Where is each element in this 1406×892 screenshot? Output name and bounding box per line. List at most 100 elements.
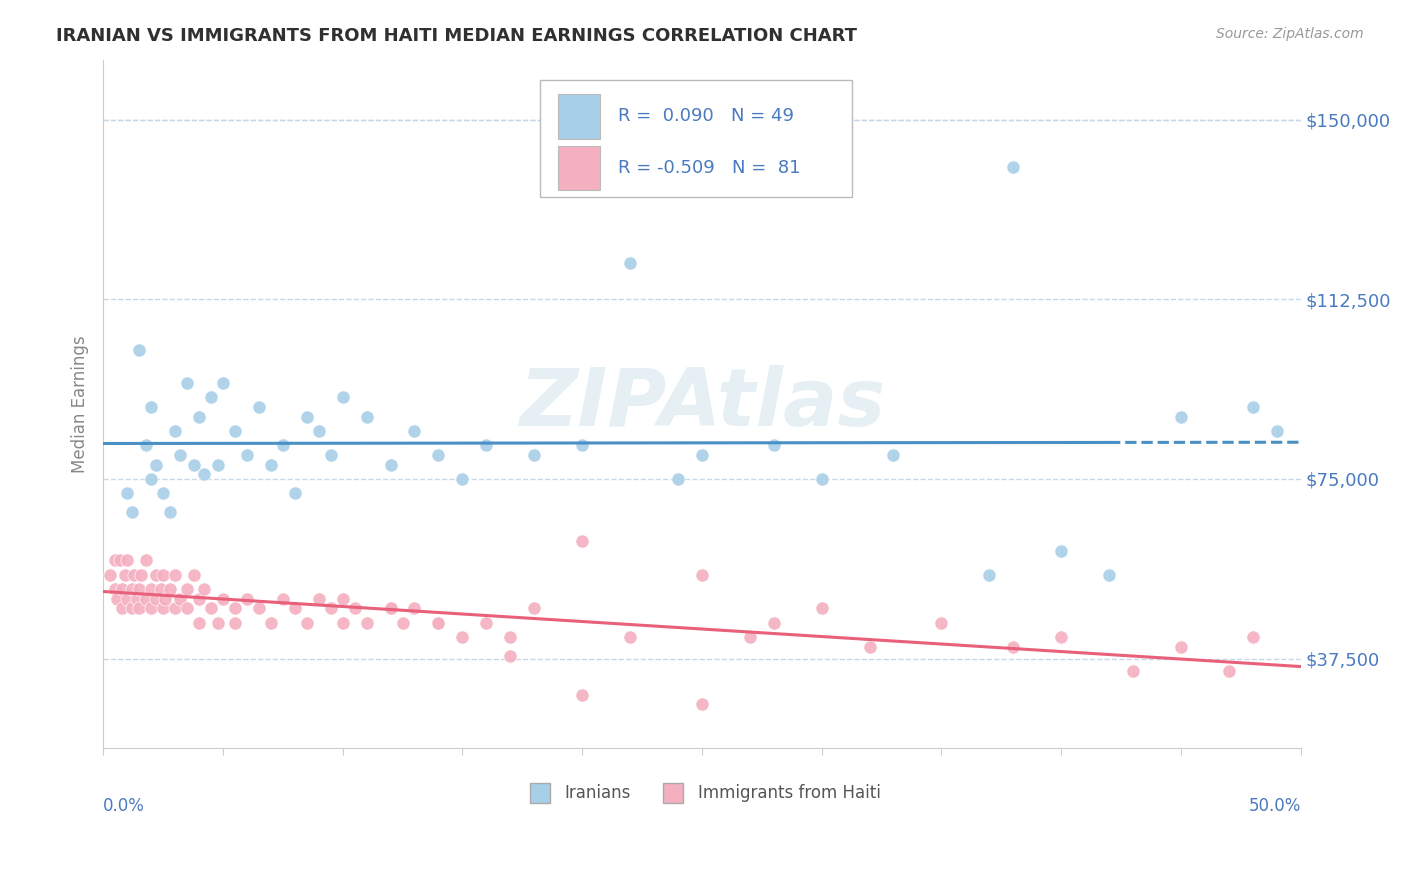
Point	[404, 424, 426, 438]
Point	[762, 438, 785, 452]
Point	[427, 448, 450, 462]
Point	[187, 591, 209, 606]
Point	[475, 615, 498, 630]
Point	[571, 688, 593, 702]
Point	[1050, 543, 1073, 558]
Point	[121, 601, 143, 615]
Point	[236, 448, 259, 462]
Point	[260, 458, 283, 472]
Point	[332, 391, 354, 405]
Point	[343, 601, 366, 615]
Point	[451, 630, 474, 644]
Point	[169, 448, 191, 462]
Point	[107, 591, 129, 606]
Point	[619, 630, 641, 644]
Point	[224, 424, 246, 438]
Point	[152, 486, 174, 500]
Point	[1098, 567, 1121, 582]
Point	[114, 567, 136, 582]
Point	[169, 591, 191, 606]
Text: R =  0.090   N = 49: R = 0.090 N = 49	[619, 107, 794, 125]
Point	[332, 591, 354, 606]
Point	[380, 601, 402, 615]
Point	[404, 601, 426, 615]
Point	[1050, 630, 1073, 644]
Point	[200, 601, 222, 615]
Point	[200, 391, 222, 405]
Text: Source: ZipAtlas.com: Source: ZipAtlas.com	[1216, 27, 1364, 41]
Point	[619, 256, 641, 270]
Point	[475, 438, 498, 452]
Point	[145, 458, 167, 472]
Point	[139, 582, 162, 596]
Point	[571, 534, 593, 549]
Point	[690, 448, 713, 462]
Point	[159, 506, 181, 520]
Point	[356, 409, 378, 424]
Point	[152, 601, 174, 615]
Point	[176, 376, 198, 390]
Point	[1241, 630, 1264, 644]
Point	[499, 649, 522, 664]
Point	[356, 615, 378, 630]
Legend: Iranians, Immigrants from Haiti: Iranians, Immigrants from Haiti	[516, 778, 887, 809]
Point	[332, 615, 354, 630]
Point	[380, 458, 402, 472]
Point	[104, 553, 127, 567]
Point	[135, 438, 157, 452]
Point	[163, 567, 186, 582]
Point	[882, 448, 904, 462]
Point	[319, 601, 342, 615]
Point	[139, 472, 162, 486]
Y-axis label: Median Earnings: Median Earnings	[72, 335, 89, 473]
Point	[391, 615, 413, 630]
Point	[207, 458, 229, 472]
Point	[121, 582, 143, 596]
Point	[207, 615, 229, 630]
Point	[810, 601, 832, 615]
Point	[187, 409, 209, 424]
Point	[308, 424, 330, 438]
Point	[128, 582, 150, 596]
Point	[193, 582, 215, 596]
Point	[212, 376, 235, 390]
Point	[163, 601, 186, 615]
Point	[183, 567, 205, 582]
Text: 50.0%: 50.0%	[1249, 797, 1301, 814]
Point	[858, 640, 880, 654]
Point	[236, 591, 259, 606]
Point	[131, 567, 153, 582]
Point	[295, 409, 318, 424]
Point	[247, 400, 270, 414]
Point	[159, 582, 181, 596]
Point	[108, 553, 131, 567]
Point	[1218, 664, 1240, 678]
Point	[260, 615, 283, 630]
Point	[931, 615, 953, 630]
Text: IRANIAN VS IMMIGRANTS FROM HAITI MEDIAN EARNINGS CORRELATION CHART: IRANIAN VS IMMIGRANTS FROM HAITI MEDIAN …	[56, 27, 858, 45]
Point	[1122, 664, 1144, 678]
Point	[135, 553, 157, 567]
Point	[295, 615, 318, 630]
Point	[176, 601, 198, 615]
Point	[523, 448, 546, 462]
Point	[111, 601, 134, 615]
Point	[135, 591, 157, 606]
Point	[690, 567, 713, 582]
Point	[427, 615, 450, 630]
Point	[128, 343, 150, 357]
Point	[247, 601, 270, 615]
Point	[284, 486, 307, 500]
Point	[979, 567, 1001, 582]
Point	[666, 472, 689, 486]
Point	[380, 601, 402, 615]
Point	[319, 448, 342, 462]
Point	[499, 630, 522, 644]
Point	[193, 467, 215, 482]
Point	[152, 567, 174, 582]
Point	[155, 591, 177, 606]
Point	[1002, 640, 1025, 654]
Point	[187, 615, 209, 630]
Point	[115, 486, 138, 500]
Point	[139, 400, 162, 414]
